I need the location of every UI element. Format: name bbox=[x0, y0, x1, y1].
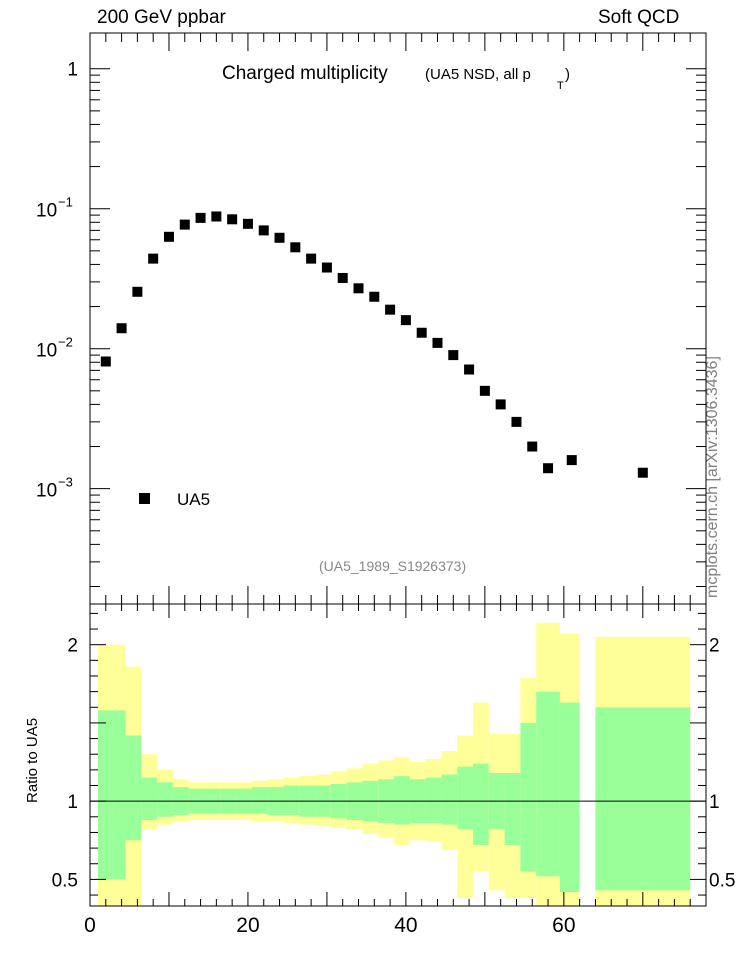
data-point-ua5-15 bbox=[337, 272, 348, 283]
reference-analysis-label: (UA5_1989_S1926373) bbox=[319, 558, 466, 574]
y-tick-label-base-3: 10 bbox=[36, 481, 57, 502]
ratio-y-tick-label-left-2: 2 bbox=[67, 636, 78, 657]
y-tick-label-base-1: 10 bbox=[36, 201, 57, 222]
chart-title-suffix: (UA5 NSD, all p bbox=[425, 66, 531, 83]
ratio-y-tick-label-left-0: 0.5 bbox=[52, 870, 78, 891]
data-point-ua5-6 bbox=[195, 212, 206, 223]
data-point-ua5-13 bbox=[306, 253, 317, 264]
data-point-ua5-12 bbox=[290, 242, 301, 253]
main-plot-frame bbox=[89, 32, 707, 605]
ratio-band-inner-27 bbox=[520, 722, 537, 872]
data-point-ua5-3 bbox=[148, 253, 159, 264]
y-tick-label-exp-3: −3 bbox=[58, 475, 73, 490]
header-right: Soft QCD bbox=[598, 7, 680, 28]
data-point-ua5-24 bbox=[479, 385, 490, 396]
data-point-ua5-27 bbox=[527, 441, 538, 452]
ratio-band-inner-24 bbox=[473, 763, 489, 845]
ratio-band-inner-29 bbox=[559, 702, 580, 892]
data-point-ua5-8 bbox=[227, 214, 238, 225]
ratio-band-inner-4 bbox=[157, 782, 173, 817]
ratio-band-inner-30 bbox=[595, 707, 691, 891]
data-point-ua5-2 bbox=[132, 286, 143, 297]
x-tick-label-1: 20 bbox=[236, 914, 259, 937]
ratio-y-tick-label-left-1: 1 bbox=[67, 792, 78, 813]
ratio-band-inner-2 bbox=[125, 735, 142, 841]
ratio-plot-frame bbox=[89, 603, 707, 907]
axis-ticks bbox=[89, 33, 707, 906]
ratio-bands bbox=[90, 622, 706, 906]
y-tick-label-exp-1: −1 bbox=[58, 195, 73, 210]
data-point-ua5-26 bbox=[511, 416, 522, 427]
data-point-ua5-21 bbox=[432, 337, 443, 348]
data-point-ua5-22 bbox=[448, 350, 459, 361]
legend-label-ua5: UA5 bbox=[177, 490, 210, 509]
data-point-ua5-16 bbox=[353, 283, 364, 294]
chart-title-subscript: T bbox=[557, 80, 564, 92]
data-point-ua5-30 bbox=[637, 467, 648, 478]
data-point-ua5-17 bbox=[369, 291, 380, 302]
ratio-band-inner-1 bbox=[113, 710, 126, 880]
ratio-band-inner-3 bbox=[141, 777, 158, 820]
chart-title-close: ) bbox=[565, 66, 570, 83]
data-point-ua5-4 bbox=[163, 231, 174, 242]
ratio-band-inner-22 bbox=[441, 774, 458, 825]
data-point-ua5-9 bbox=[242, 218, 253, 229]
data-point-ua5-11 bbox=[274, 232, 285, 243]
data-point-ua5-0 bbox=[100, 356, 111, 367]
ratio-band-inner-26 bbox=[504, 772, 521, 845]
plot-frames bbox=[89, 32, 707, 907]
data-point-ua5-25 bbox=[495, 399, 506, 410]
y-tick-label-0: 1 bbox=[67, 60, 78, 81]
data-point-ua5-29 bbox=[566, 455, 577, 466]
ratio-band-inner-23 bbox=[457, 766, 474, 830]
data-point-ua5-1 bbox=[116, 323, 127, 334]
data-point-ua5-20 bbox=[416, 327, 427, 338]
data-point-ua5-10 bbox=[258, 225, 269, 236]
ratio-band-inner-0 bbox=[97, 710, 114, 880]
ratio-band-inner-19 bbox=[394, 776, 410, 825]
ratio-y-tick-label-right-0: 0.5 bbox=[709, 870, 735, 891]
top-data-markers bbox=[100, 211, 648, 478]
ratio-band-inner-12 bbox=[283, 785, 300, 816]
data-point-ua5-28 bbox=[543, 463, 554, 474]
ratio-band-inner-10 bbox=[251, 787, 268, 814]
ratio-band-inner-28 bbox=[536, 691, 560, 877]
ratio-band-inner-21 bbox=[425, 777, 442, 824]
legend-marker-ua5 bbox=[139, 493, 150, 504]
data-point-ua5-5 bbox=[179, 219, 190, 230]
chart-title: Charged multiplicity bbox=[222, 63, 388, 84]
axis-tick-labels: 110 −110 −210 −30 20 40 600.5 0.51 12 2 bbox=[36, 60, 735, 937]
x-tick-label-3: 60 bbox=[552, 914, 575, 937]
x-tick-label-2: 40 bbox=[394, 914, 417, 937]
data-point-ua5-14 bbox=[321, 262, 332, 273]
data-point-ua5-18 bbox=[385, 304, 396, 315]
data-point-ua5-23 bbox=[464, 364, 475, 375]
ratio-y-axis-label: Ratio to UA5 bbox=[24, 718, 41, 803]
ratio-y-tick-label-right-2: 2 bbox=[709, 636, 720, 657]
y-tick-label-base-2: 10 bbox=[36, 341, 57, 362]
y-tick-label-exp-2: −2 bbox=[58, 335, 73, 350]
x-tick-label-0: 0 bbox=[84, 914, 96, 937]
data-point-ua5-19 bbox=[400, 315, 411, 326]
header-left: 200 GeV ppbar bbox=[97, 7, 226, 28]
data-point-ua5-7 bbox=[211, 211, 222, 222]
ratio-y-tick-label-right-1: 1 bbox=[709, 792, 720, 813]
